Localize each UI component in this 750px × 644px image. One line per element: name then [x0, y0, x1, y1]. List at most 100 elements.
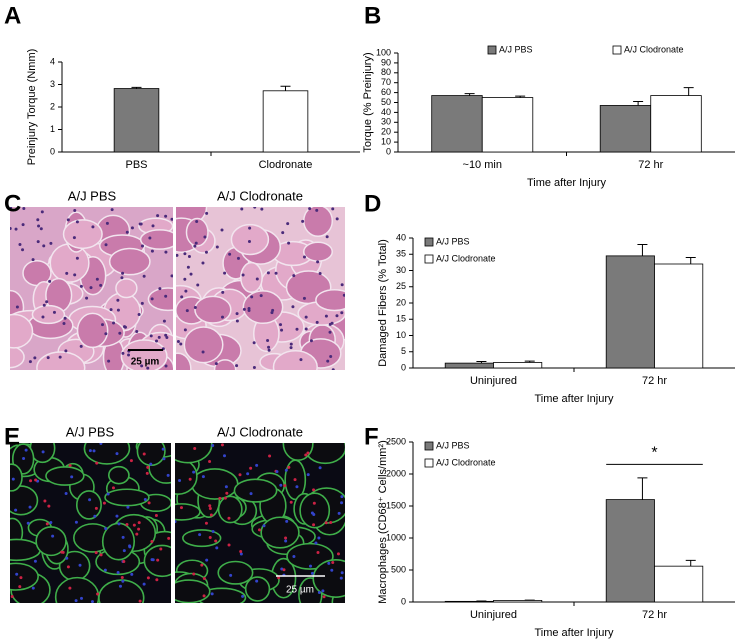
y-axis-label: Torque (% Preinjury) — [362, 52, 374, 152]
legend-swatch — [425, 459, 433, 467]
nucleus — [290, 346, 293, 349]
x-axis-label: Time after Injury — [534, 393, 614, 405]
nucleus — [223, 454, 226, 457]
nucleus — [68, 587, 71, 590]
nucleus — [151, 297, 154, 300]
nucleus — [192, 471, 195, 474]
nucleus — [194, 306, 197, 309]
nucleus — [99, 284, 102, 287]
nucleus — [180, 506, 183, 509]
nucleus — [45, 300, 48, 303]
fiber — [183, 530, 221, 546]
y-tick-label: 100 — [376, 47, 391, 57]
nucleus — [67, 218, 70, 221]
y-tick-label: 5 — [401, 346, 406, 356]
fiber — [144, 545, 180, 576]
nucleus — [190, 273, 193, 276]
y-tick-label: 3 — [50, 79, 55, 89]
fiber — [77, 491, 101, 519]
fiber — [241, 263, 262, 293]
nucleus — [11, 595, 14, 598]
nucleus — [195, 220, 198, 223]
y-tick-label: 90 — [381, 57, 391, 67]
nucleus — [64, 317, 67, 320]
nucleus — [65, 492, 68, 495]
nucleus — [325, 521, 328, 524]
image-label: A/J PBS — [66, 424, 115, 439]
nucleus — [290, 501, 293, 504]
x-tick-label: Uninjured — [470, 609, 517, 621]
legend-label: A/J Clodronate — [436, 253, 496, 263]
panel-label: B — [364, 2, 381, 29]
bar — [494, 362, 542, 368]
nucleus — [29, 479, 32, 482]
nucleus — [331, 322, 334, 325]
panel-label: A — [4, 2, 21, 29]
nucleus — [248, 240, 251, 243]
y-tick-label: 10 — [381, 136, 391, 146]
nucleus — [165, 364, 168, 367]
nucleus — [203, 594, 206, 597]
legend-label: A/J PBS — [499, 44, 533, 54]
nucleus — [239, 550, 242, 553]
nucleus — [195, 242, 198, 245]
nucleus — [205, 522, 208, 525]
y-tick-label: 1500 — [386, 500, 406, 510]
y-tick-label: 25 — [396, 281, 406, 291]
nucleus — [122, 536, 125, 539]
y-tick-label: 50 — [381, 97, 391, 107]
nucleus — [316, 260, 319, 263]
nucleus — [198, 533, 201, 536]
nucleus — [223, 272, 226, 275]
nucleus — [332, 368, 335, 371]
nucleus — [295, 485, 298, 488]
fiber — [103, 523, 135, 559]
nucleus — [99, 442, 102, 445]
nucleus — [34, 560, 37, 563]
fiber — [64, 220, 103, 249]
nucleus — [91, 225, 94, 228]
nucleus — [151, 250, 154, 253]
legend-label: A/J Clodronate — [436, 457, 496, 467]
nucleus — [338, 512, 341, 515]
nucleus — [236, 319, 239, 322]
fiber — [316, 290, 353, 311]
nucleus — [164, 295, 167, 298]
nucleus — [115, 515, 118, 518]
nucleus — [36, 218, 39, 221]
nucleus — [178, 479, 181, 482]
nucleus — [237, 257, 240, 260]
nucleus — [208, 460, 211, 463]
error-bar — [686, 258, 696, 265]
nucleus — [321, 589, 324, 592]
nucleus — [201, 262, 204, 265]
nucleus — [137, 528, 140, 531]
nucleus — [221, 443, 224, 446]
nucleus — [287, 466, 290, 469]
nucleus — [329, 331, 332, 334]
nucleus — [162, 457, 165, 460]
bar — [494, 600, 542, 602]
nucleus — [193, 245, 196, 248]
nucleus — [29, 506, 32, 509]
y-tick-label: 1 — [50, 124, 55, 134]
nucleus — [18, 243, 21, 246]
nucleus — [243, 308, 246, 311]
bar — [655, 264, 703, 368]
nucleus — [89, 449, 92, 452]
fiber — [137, 437, 165, 465]
nucleus — [331, 561, 334, 564]
nucleus — [43, 304, 46, 307]
y-tick-label: 1000 — [386, 532, 406, 542]
nucleus — [187, 266, 190, 269]
nucleus — [205, 251, 208, 254]
nucleus — [164, 251, 167, 254]
nucleus — [266, 339, 269, 342]
nucleus — [75, 521, 78, 524]
nucleus — [111, 208, 114, 211]
fiber — [78, 313, 108, 347]
nucleus — [188, 255, 191, 258]
fiber — [4, 486, 37, 515]
nucleus — [110, 308, 113, 311]
nucleus — [112, 321, 115, 324]
